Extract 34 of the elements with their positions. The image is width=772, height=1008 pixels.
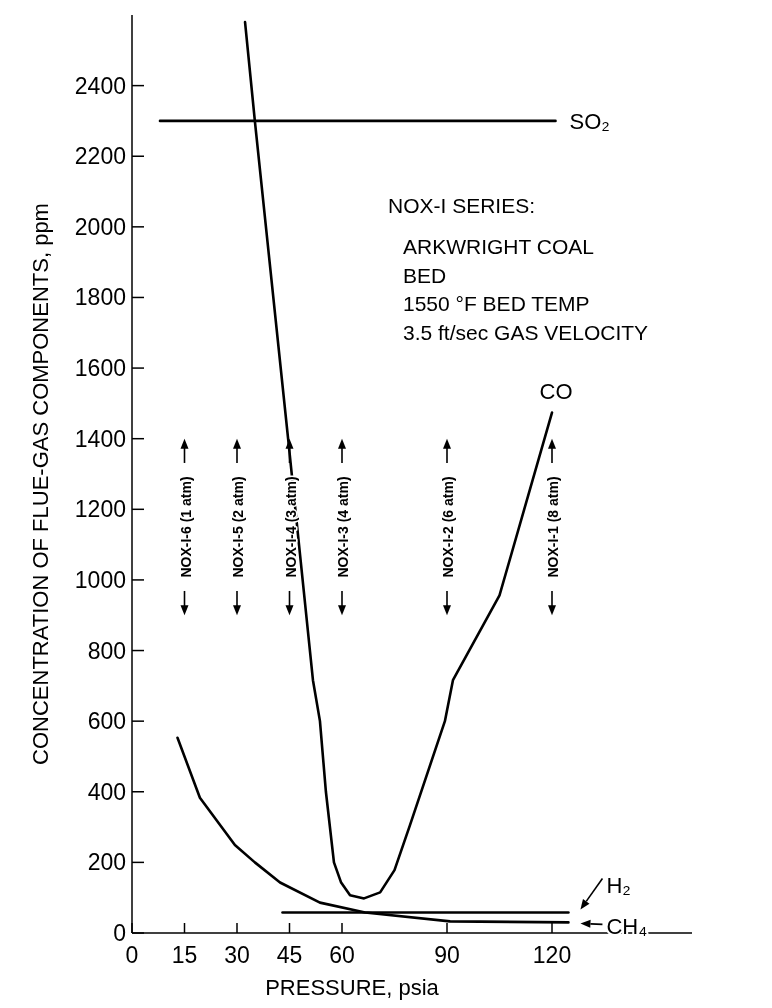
- series-label: CO: [539, 378, 573, 404]
- y-tick-label: 1400: [74, 425, 126, 452]
- annotation: NOX-I-2 (6 atm): [440, 476, 456, 578]
- annotation: NOX-I SERIES:: [388, 194, 536, 217]
- y-tick-label: 800: [87, 637, 126, 664]
- x-tick-label: 30: [224, 942, 250, 968]
- y-tick-label: 1000: [74, 566, 126, 593]
- y-tick-label: 2000: [74, 213, 126, 240]
- series-label: SO₂: [569, 108, 610, 134]
- x-axis-title: PRESSURE, psia: [265, 975, 440, 1000]
- annotation: NOX-I-3 (4 atm): [335, 476, 351, 578]
- annotation: 1550 °F BED TEMP: [403, 292, 590, 315]
- x-tick-label: 60: [329, 942, 355, 968]
- y-tick-label: 1200: [74, 496, 126, 523]
- legend-label: H₂: [606, 872, 631, 898]
- y-tick-label: 600: [87, 708, 126, 735]
- y-tick-label: 200: [87, 849, 126, 876]
- y-tick-label: 0: [113, 920, 126, 946]
- x-tick-label: 15: [171, 942, 198, 968]
- y-tick-label: 2200: [74, 143, 126, 170]
- annotation: NOX-I-5 (2 atm): [230, 476, 246, 578]
- y-tick-label: 1800: [74, 284, 126, 311]
- y-tick-label: 400: [87, 778, 126, 805]
- x-tick-label: 90: [434, 942, 460, 968]
- y-tick-label: 1600: [74, 355, 126, 382]
- annotation: NOX-I-6 (1 atm): [177, 476, 194, 578]
- y-axis-title: CONCENTRATION OF FLUE-GAS COMPONENTS, ppm: [28, 203, 53, 765]
- x-tick-label: 120: [532, 942, 572, 968]
- y-tick-label: 2400: [74, 72, 126, 99]
- annotation: NOX-I-1 (8 atm): [545, 476, 561, 578]
- annotation: ARKWRIGHT COAL: [403, 235, 594, 258]
- annotation: BED: [403, 263, 447, 287]
- annotation: 3.5 ft/sec GAS VELOCITY: [403, 320, 649, 344]
- x-tick-label: 45: [276, 942, 303, 968]
